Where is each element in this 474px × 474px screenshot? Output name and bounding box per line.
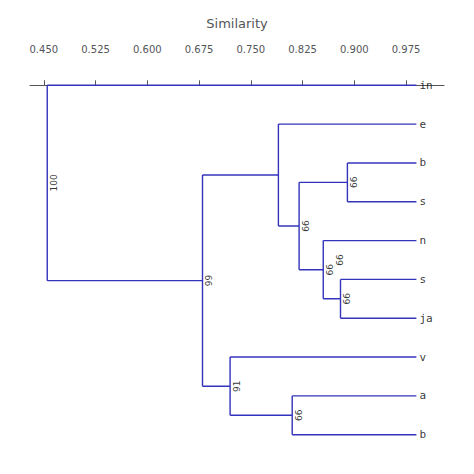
svg-text:0.900: 0.900 <box>340 44 369 55</box>
svg-text:66: 66 <box>294 409 304 421</box>
svg-text:99: 99 <box>204 275 214 287</box>
svg-text:Similarity: Similarity <box>206 16 268 31</box>
svg-text:v: v <box>419 351 426 364</box>
svg-text:s: s <box>419 273 426 286</box>
svg-text:e: e <box>419 118 426 131</box>
svg-text:0.750: 0.750 <box>236 44 265 55</box>
svg-text:0.675: 0.675 <box>185 44 214 55</box>
svg-text:0.525: 0.525 <box>81 44 110 55</box>
svg-text:s: s <box>419 195 426 208</box>
svg-text:ja: ja <box>419 312 432 325</box>
svg-text:66: 66 <box>335 254 345 266</box>
svg-text:0.600: 0.600 <box>133 44 162 55</box>
svg-text:91: 91 <box>232 380 242 391</box>
svg-text:in: in <box>419 79 432 92</box>
svg-text:0.975: 0.975 <box>392 44 421 55</box>
svg-text:0.450: 0.450 <box>29 44 58 55</box>
svg-text:100: 100 <box>49 174 59 191</box>
svg-text:b: b <box>419 428 426 441</box>
svg-text:66: 66 <box>349 176 359 188</box>
svg-text:66: 66 <box>325 264 335 276</box>
svg-text:66: 66 <box>342 293 352 305</box>
svg-text:0.825: 0.825 <box>288 44 317 55</box>
svg-text:66: 66 <box>301 220 311 232</box>
svg-text:b: b <box>419 156 426 169</box>
svg-text:a: a <box>419 389 426 402</box>
svg-text:n: n <box>419 234 426 247</box>
